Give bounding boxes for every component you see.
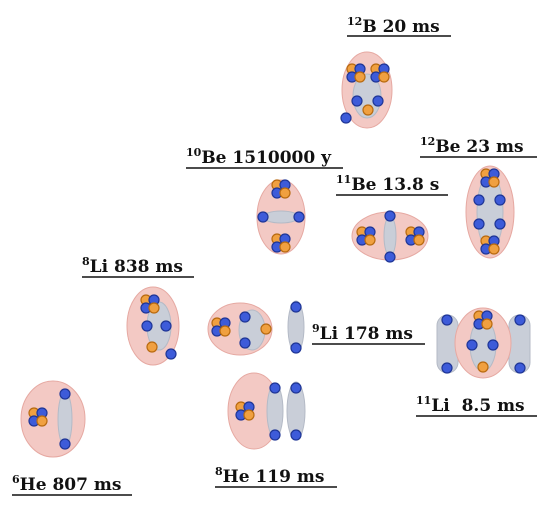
neutron-dot — [290, 382, 302, 394]
svg-text:9Li 178 ms: 9Li 178 ms — [312, 322, 413, 344]
nucleus-be12-drawing — [465, 165, 515, 259]
neutron-dot — [487, 339, 499, 351]
neutron-dot — [165, 348, 177, 360]
nucleus-li8-drawing — [126, 286, 180, 366]
label-he6: 6He 807 ms — [12, 473, 132, 496]
proton-dot — [260, 323, 272, 335]
proton-dot — [219, 325, 231, 337]
label-li9: 9Li 178 ms — [312, 322, 425, 345]
neutron-dot — [514, 362, 526, 374]
label-he8: 8He 119 ms — [215, 465, 337, 488]
proton-dot — [279, 241, 291, 253]
neutron-dot — [441, 314, 453, 326]
core-ellipse — [352, 73, 382, 119]
nucleus-be10-drawing — [256, 179, 306, 255]
neutron-dot — [351, 95, 363, 107]
neutron-dot — [59, 438, 71, 450]
neutron-dot — [290, 429, 302, 441]
label-be11: 11Be 13.8 s — [336, 173, 448, 196]
neutron-dot — [340, 112, 352, 124]
proton-dot — [146, 341, 158, 353]
svg-text:8Li 838 ms: 8Li 838 ms — [82, 255, 183, 277]
proton-dot — [481, 318, 493, 330]
svg-text:12B 20 ms: 12B 20 ms — [347, 15, 440, 37]
nucleus-be11-drawing — [351, 210, 429, 263]
svg-text:6He 807 ms: 6He 807 ms — [12, 473, 121, 495]
proton-dot — [488, 176, 500, 188]
nucleus-he6-drawing — [20, 380, 86, 458]
label-b12: 12B 20 ms — [347, 15, 451, 37]
label-be12: 12Be 23 ms — [420, 135, 537, 158]
proton-dot — [413, 234, 425, 246]
proton-dot — [364, 234, 376, 246]
neutron-dot — [494, 218, 506, 230]
proton-dot — [354, 71, 366, 83]
nucleus-he8-drawing — [227, 372, 306, 450]
neutron-dot — [473, 218, 485, 230]
nucleus-li11-drawing — [436, 307, 531, 379]
neutron-dot — [239, 311, 251, 323]
proton-dot — [279, 187, 291, 199]
neutron-dot — [269, 382, 281, 394]
neutron-dot — [514, 314, 526, 326]
neutron-dot — [257, 211, 269, 223]
neutron-dot — [293, 211, 305, 223]
neutron-dot — [160, 320, 172, 332]
neutron-dot — [269, 429, 281, 441]
neutron-dot — [239, 337, 251, 349]
svg-text:8He 119 ms: 8He 119 ms — [215, 465, 324, 487]
neutron-dot — [441, 362, 453, 374]
proton-dot — [362, 104, 374, 116]
neutron-dot — [473, 194, 485, 206]
svg-text:11Be 13.8 s: 11Be 13.8 s — [336, 173, 439, 195]
nucleus-b12-drawing — [340, 51, 393, 129]
neutron-dot — [59, 388, 71, 400]
core-ellipse — [57, 391, 73, 447]
nucleus-li9-drawing — [207, 300, 305, 356]
proton-dot — [36, 415, 48, 427]
label-be10: 10Be 1510000 y — [186, 146, 343, 169]
proton-dot — [243, 409, 255, 421]
neutron-dot — [466, 339, 478, 351]
proton-dot — [378, 71, 390, 83]
neutron-dot — [384, 251, 396, 263]
proton-dot — [477, 361, 489, 373]
svg-text:10Be 1510000 y: 10Be 1510000 y — [186, 146, 332, 168]
svg-text:11Li 8.5 ms: 11Li 8.5 ms — [416, 394, 525, 416]
proton-dot — [488, 243, 500, 255]
neutron-dot — [290, 301, 302, 313]
neutron-dot — [141, 320, 153, 332]
proton-dot — [148, 302, 160, 314]
neutron-dot — [290, 342, 302, 354]
neutron-dot — [494, 194, 506, 206]
label-li8: 8Li 838 ms — [82, 255, 194, 278]
label-li11: 11Li 8.5 ms — [416, 394, 537, 417]
svg-text:12Be 23 ms: 12Be 23 ms — [420, 135, 524, 157]
neutron-dot — [384, 210, 396, 222]
core-ellipse — [383, 215, 397, 257]
neutron-dot — [372, 95, 384, 107]
